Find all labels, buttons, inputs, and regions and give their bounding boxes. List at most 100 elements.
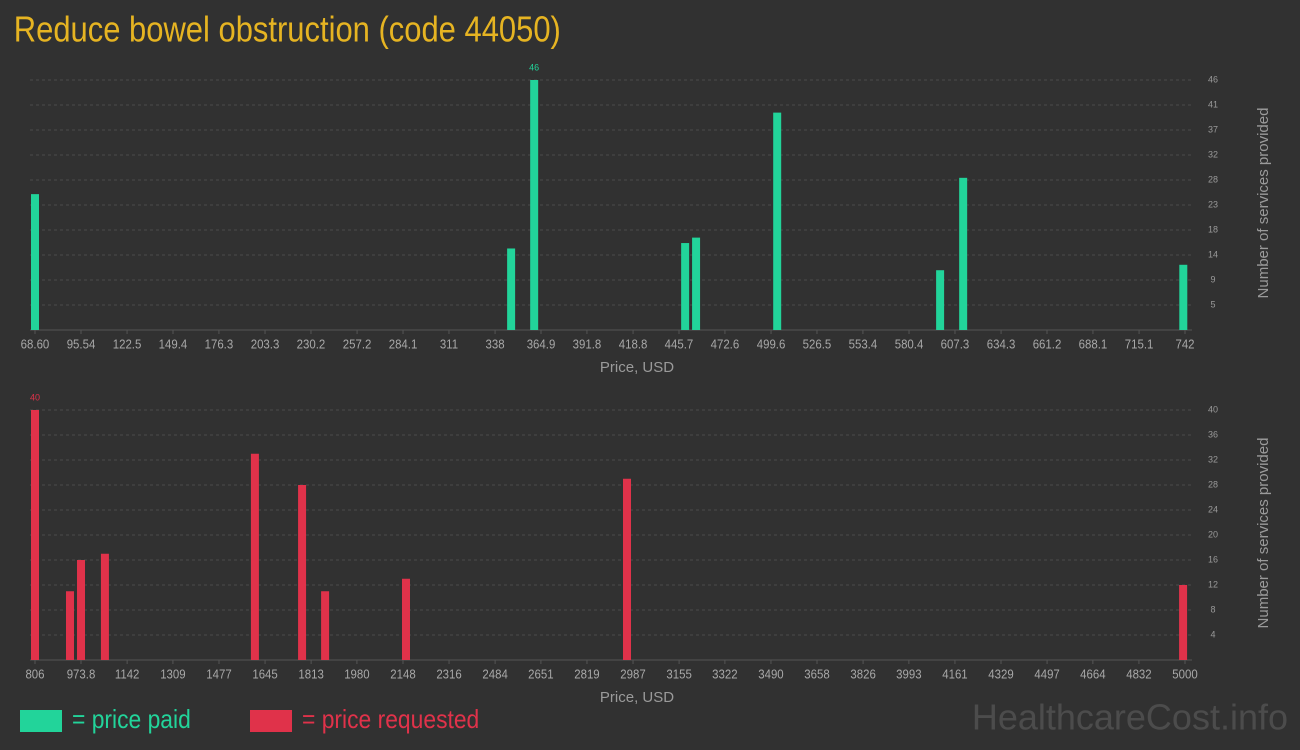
x-tick-label: 1813: [298, 667, 324, 682]
x-tick-label: 580.4: [895, 337, 924, 352]
x-tick-label: 526.5: [803, 337, 832, 352]
x-tick-label: 3826: [850, 667, 876, 682]
data-label: 46: [529, 62, 539, 72]
x-tick-label: 4161: [942, 667, 968, 682]
bar: [77, 560, 86, 660]
legend-swatch: [20, 710, 62, 732]
bar: [31, 194, 39, 330]
x-tick-label: 661.2: [1033, 337, 1062, 352]
x-tick-label: 445.7: [665, 337, 694, 352]
x-tick-label: 338: [486, 337, 505, 352]
y-tick-label: 14: [1208, 249, 1218, 259]
x-tick-label: 2148: [390, 667, 416, 682]
x-tick-label: 2651: [528, 667, 554, 682]
bar: [692, 237, 701, 330]
y-tick-label: 12: [1208, 579, 1218, 589]
bar: [507, 248, 516, 330]
y-tick-label: 37: [1208, 124, 1218, 134]
y-tick-label: 41: [1208, 99, 1218, 109]
y-tick-label: 4: [1210, 629, 1215, 639]
x-tick-label: 3322: [712, 667, 738, 682]
x-tick-label: 418.8: [619, 337, 648, 352]
y-tick-label: 16: [1208, 554, 1218, 564]
watermark: HealthcareCost.info: [972, 697, 1288, 738]
x-tick-label: 688.1: [1079, 337, 1108, 352]
legend-swatch: [250, 710, 292, 732]
x-tick-label: 257.2: [343, 337, 372, 352]
x-tick-label: 3490: [758, 667, 784, 682]
bar: [65, 591, 74, 660]
x-tick-label: 5000: [1172, 667, 1198, 682]
bar: [936, 270, 945, 330]
x-tick-label: 715.1: [1125, 337, 1154, 352]
y-tick-label: 36: [1208, 429, 1218, 439]
y-tick-label: 20: [1208, 529, 1218, 539]
bar: [401, 578, 410, 660]
y-tick-label: 32: [1208, 149, 1218, 159]
bar: [1179, 585, 1188, 660]
bar: [250, 453, 259, 660]
x-tick-label: 203.3: [251, 337, 280, 352]
x-tick-label: 742: [1175, 337, 1194, 352]
legend-label: = price paid: [72, 706, 191, 735]
x-tick-label: 4832: [1126, 667, 1152, 682]
x-tick-label: 1477: [206, 667, 232, 682]
x-tick-label: 68.60: [21, 337, 50, 352]
y-tick-label: 18: [1208, 224, 1218, 234]
y-tick-label: 46: [1208, 74, 1218, 84]
x-tick-label: 3993: [896, 667, 922, 682]
y-axis-title: Number of services provided: [1255, 438, 1272, 629]
x-tick-label: 4664: [1080, 667, 1106, 682]
x-axis-title: Price, USD: [600, 359, 674, 376]
x-tick-label: 1980: [344, 667, 370, 682]
x-tick-label: 2987: [620, 667, 646, 682]
legend-label: = price requested: [302, 706, 479, 735]
data-label: 40: [30, 392, 40, 402]
bar: [31, 410, 39, 660]
x-tick-label: 499.6: [757, 337, 786, 352]
y-tick-label: 23: [1208, 199, 1218, 209]
bar: [321, 591, 330, 660]
x-tick-label: 176.3: [205, 337, 234, 352]
bar: [773, 112, 782, 330]
x-tick-label: 311: [440, 337, 458, 352]
y-tick-label: 24: [1208, 504, 1218, 514]
x-tick-label: 472.6: [711, 337, 740, 352]
y-tick-label: 9: [1210, 274, 1215, 284]
bar: [623, 478, 632, 660]
x-tick-label: 3155: [666, 667, 692, 682]
x-tick-label: 364.9: [527, 337, 556, 352]
x-tick-label: 1309: [160, 667, 186, 682]
x-tick-label: 1645: [252, 667, 278, 682]
bar: [959, 177, 968, 330]
bar: [298, 485, 307, 660]
y-tick-label: 28: [1208, 479, 1218, 489]
x-tick-label: 284.1: [389, 337, 418, 352]
x-tick-label: 122.5: [113, 337, 142, 352]
x-tick-label: 2316: [436, 667, 462, 682]
x-tick-label: 607.3: [941, 337, 970, 352]
y-tick-label: 40: [1208, 404, 1218, 414]
x-tick-label: 3658: [804, 667, 830, 682]
x-axis-title: Price, USD: [600, 689, 674, 706]
y-axis-title: Number of services provided: [1255, 108, 1272, 299]
bar: [1179, 264, 1188, 330]
x-tick-label: 4497: [1034, 667, 1060, 682]
x-tick-label: 806: [25, 667, 44, 682]
bar: [530, 80, 539, 330]
x-tick-label: 149.4: [159, 337, 188, 352]
x-tick-label: 2819: [574, 667, 600, 682]
y-tick-label: 32: [1208, 454, 1218, 464]
x-tick-label: 95.54: [67, 337, 96, 352]
x-tick-label: 634.3: [987, 337, 1016, 352]
x-tick-label: 2484: [482, 667, 508, 682]
y-tick-label: 8: [1210, 604, 1215, 614]
x-tick-label: 553.4: [849, 337, 878, 352]
x-tick-label: 4329: [988, 667, 1014, 682]
x-tick-label: 1142: [115, 667, 140, 682]
x-tick-label: 973.8: [67, 667, 96, 682]
x-tick-label: 391.8: [573, 337, 602, 352]
y-tick-label: 5: [1210, 299, 1215, 309]
